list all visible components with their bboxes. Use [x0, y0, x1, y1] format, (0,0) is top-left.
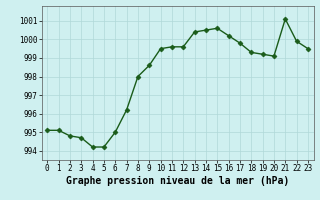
X-axis label: Graphe pression niveau de la mer (hPa): Graphe pression niveau de la mer (hPa) — [66, 176, 289, 186]
